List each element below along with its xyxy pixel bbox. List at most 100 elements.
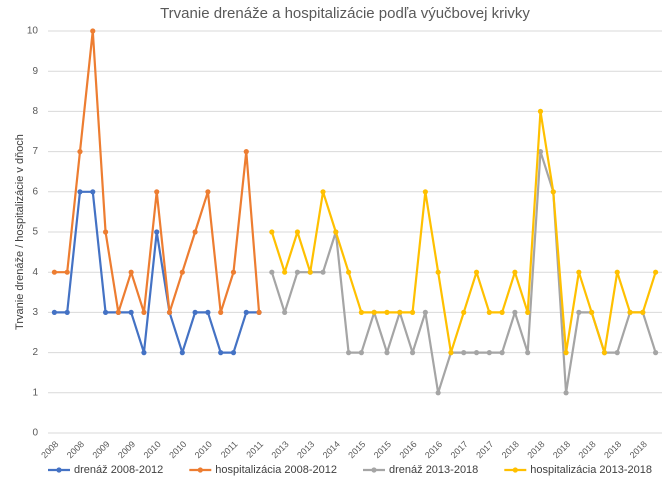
data-point (205, 189, 211, 195)
data-point (653, 269, 659, 275)
data-point (537, 149, 544, 155)
data-point (115, 309, 121, 315)
data-point (473, 350, 480, 356)
data-point (218, 350, 224, 356)
y-tick-label: 6 (32, 186, 38, 197)
data-point (269, 229, 275, 235)
series-line (54, 29, 261, 314)
data-point (154, 189, 160, 195)
data-point (512, 269, 518, 275)
data-point (51, 309, 57, 315)
data-point (102, 309, 109, 315)
y-tick-label: 10 (27, 26, 39, 37)
data-point (576, 309, 582, 315)
y-tick-label: 9 (32, 66, 38, 77)
x-tick-label: 2016 (423, 439, 444, 460)
data-point (486, 350, 492, 356)
x-tick-label: 2018 (602, 439, 623, 460)
legend-marker (56, 467, 62, 473)
data-point (77, 189, 83, 195)
data-point (473, 269, 480, 275)
data-point (64, 269, 70, 275)
data-point (346, 350, 352, 356)
data-point (192, 309, 198, 315)
data-point (384, 350, 390, 356)
data-point (409, 309, 416, 315)
y-tick-label: 5 (32, 227, 38, 238)
legend-label: drenáž 2008-2012 (74, 464, 163, 476)
data-point (384, 309, 390, 315)
x-tick-label: 2010 (167, 439, 188, 460)
data-point (282, 269, 288, 275)
data-point (461, 350, 467, 356)
data-point (358, 350, 364, 356)
data-point (230, 269, 237, 275)
data-point (179, 269, 185, 275)
data-point (269, 269, 275, 275)
x-tick-label: 2017 (474, 439, 495, 460)
data-point (435, 269, 441, 275)
data-point (179, 350, 185, 356)
data-point (294, 269, 301, 275)
data-point (512, 309, 518, 315)
x-tick-label: 2015 (346, 439, 367, 460)
x-tick-label: 2018 (551, 439, 572, 460)
x-tick-label: 2018 (500, 439, 521, 460)
data-point (294, 229, 301, 235)
data-point (614, 350, 620, 356)
data-point (128, 309, 134, 315)
data-point (307, 269, 313, 275)
data-point (499, 350, 505, 356)
data-point (422, 309, 428, 315)
legend-marker (371, 467, 377, 473)
data-point (256, 309, 262, 315)
data-point (601, 350, 608, 356)
data-point (102, 229, 109, 235)
data-point (550, 189, 556, 195)
x-tick-label: 2011 (219, 439, 240, 460)
data-point (627, 309, 633, 315)
data-point (537, 108, 544, 114)
x-tick-label: 2013 (270, 439, 291, 460)
y-tick-label: 2 (32, 347, 38, 358)
legend-label: hospitalizácia 2008-2012 (215, 464, 337, 476)
y-tick-label: 7 (32, 146, 38, 157)
x-tick-label: 2009 (90, 439, 111, 460)
y-tick-label: 4 (32, 267, 38, 278)
x-tick-label: 2014 (321, 439, 342, 460)
legend-label: drenáž 2013-2018 (389, 464, 478, 476)
x-tick-label: 2008 (39, 439, 60, 460)
data-point (333, 229, 339, 235)
data-point (358, 309, 364, 315)
data-point (422, 189, 428, 195)
data-point (371, 309, 377, 315)
x-tick-label: 2009 (116, 439, 137, 460)
legend-label: hospitalizácia 2013-2018 (530, 464, 652, 476)
x-tick-label: 2017 (449, 439, 470, 460)
data-point (499, 309, 505, 315)
x-tick-label: 2008 (65, 439, 86, 460)
data-point (282, 309, 288, 315)
y-axis-title: Trvanie drenáže / hospitalizácie v dňoch (14, 134, 26, 330)
data-point (90, 28, 96, 34)
data-point (320, 269, 326, 275)
data-point (64, 309, 70, 315)
x-tick-label: 2018 (577, 439, 598, 460)
data-point (576, 269, 582, 275)
x-tick-label: 2018 (628, 439, 649, 460)
data-point (435, 390, 441, 396)
data-point (589, 309, 595, 315)
x-tick-label: 2018 (525, 439, 546, 460)
data-point (90, 189, 96, 195)
data-point (448, 350, 454, 356)
data-point (51, 269, 57, 275)
x-tick-label: 2013 (295, 439, 316, 460)
data-point (192, 229, 198, 235)
x-tick-label: 2016 (397, 439, 418, 460)
data-point (640, 309, 646, 315)
data-point (166, 309, 173, 315)
data-point (205, 309, 211, 315)
chart-title: Trvanie drenáže a hospitalizácie podľa v… (160, 5, 530, 22)
data-point (218, 309, 224, 315)
